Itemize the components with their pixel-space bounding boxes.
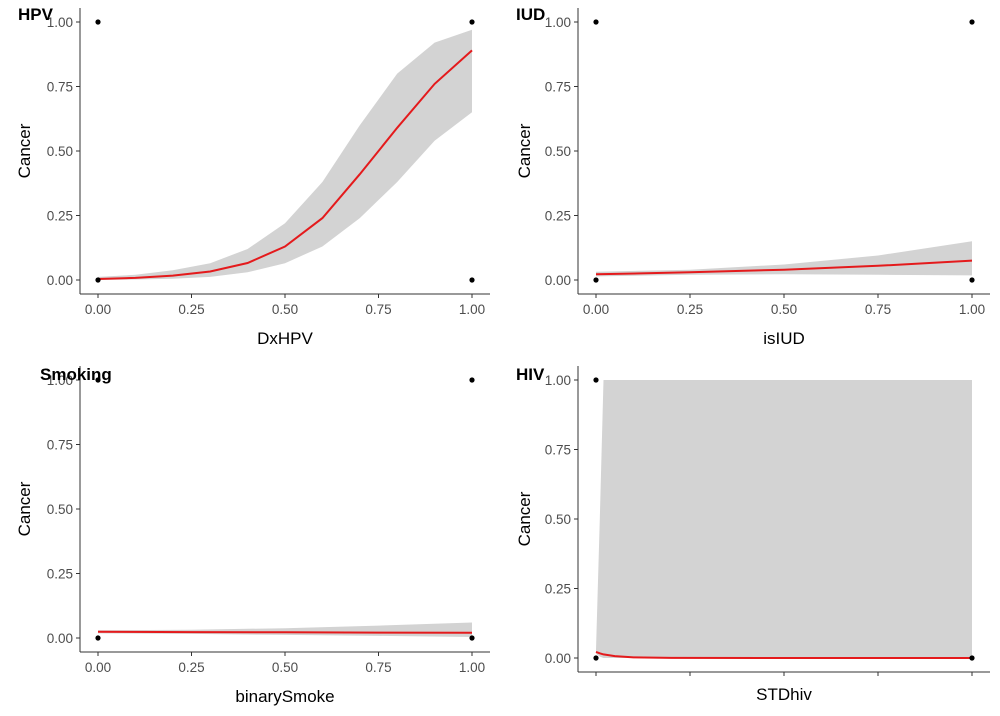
y-tick-label: 0.75 [545, 80, 571, 95]
y-tick-label: 0.00 [47, 273, 73, 288]
panel-tag: IUD [516, 5, 545, 24]
x-tick-label: 0.00 [583, 302, 609, 317]
data-point [593, 19, 599, 25]
confidence-ribbon [596, 380, 972, 658]
panel-tag: Smoking [40, 365, 112, 384]
chart-panel-hiv: 0.00 0.25 0.50 0.75 1.00 STDhiv Cancer HIV [515, 365, 990, 704]
data-point [469, 19, 475, 25]
y-tick-label: 0.25 [47, 567, 73, 582]
fitted-line [97, 49, 473, 280]
y-axis-title: Cancer [515, 123, 534, 178]
y-tick-label: 0.00 [545, 273, 571, 288]
y-tick-label: 0.25 [545, 582, 571, 597]
y-tick-label: 0.50 [47, 144, 73, 159]
panel-tag: HIV [516, 365, 545, 384]
y-tick-label: 1.00 [545, 15, 571, 30]
x-tick-label: 0.50 [771, 302, 797, 317]
data-point [95, 635, 101, 641]
x-tick-label: 0.50 [272, 660, 298, 675]
data-point [969, 277, 975, 283]
x-tick-label: 0.25 [178, 302, 204, 317]
y-tick-label: 1.00 [47, 373, 73, 388]
data-point [593, 377, 599, 383]
data-point [593, 655, 599, 661]
confidence-ribbon [98, 29, 472, 281]
data-point [593, 277, 599, 283]
y-tick-label: 0.25 [47, 209, 73, 224]
x-tick-label: 1.00 [459, 302, 485, 317]
x-tick-label: 0.50 [272, 302, 298, 317]
data-point [969, 19, 975, 25]
data-point [969, 655, 975, 661]
x-axis-title: STDhiv [756, 685, 812, 704]
y-tick-label: 1.00 [545, 373, 571, 388]
y-axis-title: Cancer [15, 481, 34, 536]
data-point [95, 377, 101, 383]
data-point [95, 19, 101, 25]
x-axis-title: binarySmoke [235, 687, 334, 706]
fitted-line [595, 650, 972, 659]
y-tick-label: 0.75 [545, 443, 571, 458]
x-tick-label: 1.00 [959, 302, 985, 317]
data-point [469, 377, 475, 383]
data-point [469, 635, 475, 641]
confidence-ribbon [596, 241, 972, 277]
confidence-ribbon [98, 622, 472, 637]
data-point [469, 277, 475, 283]
x-tick-label: 0.00 [85, 660, 111, 675]
x-tick-label: 0.25 [178, 660, 204, 675]
chart-panel-hpv: 0.00 0.25 0.50 0.75 1.00 0.00 0.25 0.50 0.75 1.00… [15, 5, 490, 348]
x-tick-label: 0.75 [365, 660, 391, 675]
y-tick-label: 0.50 [545, 512, 571, 527]
y-tick-label: 0.75 [47, 438, 73, 453]
y-axis-title: Cancer [515, 491, 534, 546]
x-tick-label: 0.00 [85, 302, 111, 317]
fitted-line [97, 630, 473, 634]
y-tick-label: 0.25 [545, 209, 571, 224]
x-tick-label: 0.75 [865, 302, 891, 317]
y-tick-label: 0.00 [545, 651, 571, 666]
y-tick-label: 0.50 [47, 502, 73, 517]
y-tick-label: 0.75 [47, 80, 73, 95]
y-tick-label: 1.00 [47, 15, 73, 30]
x-tick-label: 0.25 [677, 302, 703, 317]
x-tick-label: 1.00 [459, 660, 485, 675]
x-axis-title: isIUD [763, 329, 805, 348]
y-tick-label: 0.00 [47, 631, 73, 646]
x-tick-label: 0.75 [365, 302, 391, 317]
data-point [95, 277, 101, 283]
chart-panel-iud: 0.00 0.25 0.50 0.75 1.00 0.00 0.25 0.50 0.75 1.00… [515, 5, 990, 348]
y-axis-title: Cancer [15, 123, 34, 178]
fitted-line [595, 259, 973, 276]
chart-panel-smoking: 0.00 0.25 0.50 0.75 1.00 0.00 0.25 0.50 0.75 1.00… [15, 365, 490, 706]
x-axis-title: DxHPV [257, 329, 313, 348]
panel-tag: HPV [18, 5, 54, 24]
y-tick-label: 0.50 [545, 144, 571, 159]
